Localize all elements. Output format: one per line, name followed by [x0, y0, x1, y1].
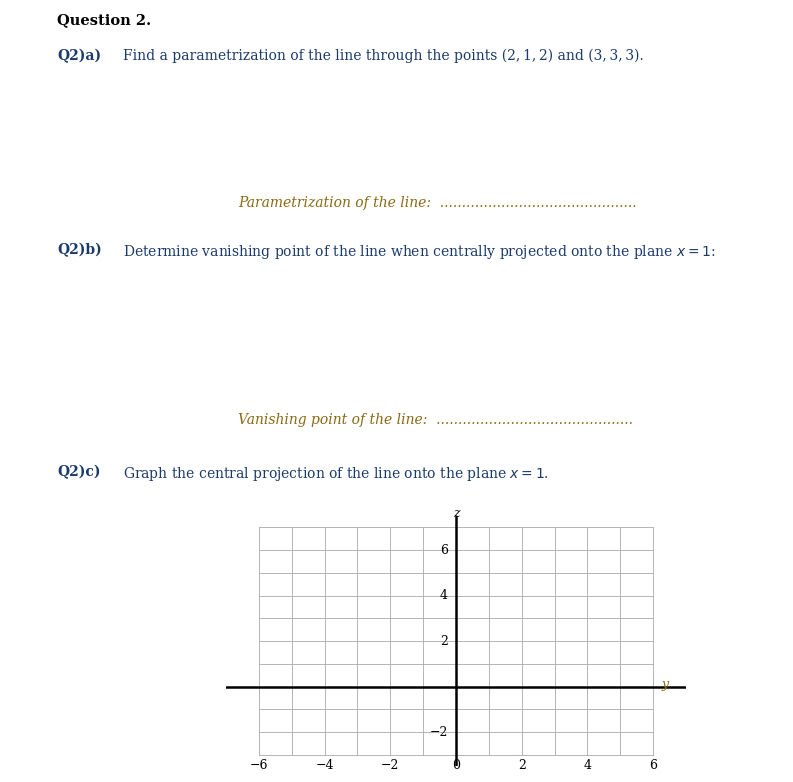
Text: Find a parametrization of the line through the points (2, 1, 2) and (3, 3, 3).: Find a parametrization of the line throu…	[123, 49, 644, 63]
Text: y: y	[661, 679, 668, 691]
Text: −2: −2	[381, 759, 400, 772]
Text: Q2)a): Q2)a)	[57, 49, 102, 63]
Text: 4: 4	[584, 759, 592, 772]
Text: −2: −2	[429, 726, 448, 739]
Text: 6: 6	[440, 543, 448, 557]
Text: Vanishing point of the line:  .............................................: Vanishing point of the line: ...........…	[238, 413, 633, 427]
Text: 2: 2	[518, 759, 526, 772]
Text: 2: 2	[440, 635, 448, 647]
Text: 0: 0	[452, 759, 460, 772]
Text: −4: −4	[316, 759, 334, 772]
Text: Question 2.: Question 2.	[57, 13, 151, 27]
Text: −6: −6	[250, 759, 268, 772]
Text: 4: 4	[440, 590, 448, 602]
Text: Parametrization of the line:  .............................................: Parametrization of the line: ...........…	[238, 196, 637, 210]
Text: 6: 6	[649, 759, 657, 772]
Text: Graph the central projection of the line onto the plane $x = 1$.: Graph the central projection of the line…	[123, 465, 549, 482]
Text: z: z	[453, 507, 459, 519]
Text: Q2)c): Q2)c)	[57, 465, 101, 479]
Text: Q2)b): Q2)b)	[57, 242, 102, 256]
Text: Determine vanishing point of the line when centrally projected onto the plane $x: Determine vanishing point of the line wh…	[123, 242, 715, 260]
